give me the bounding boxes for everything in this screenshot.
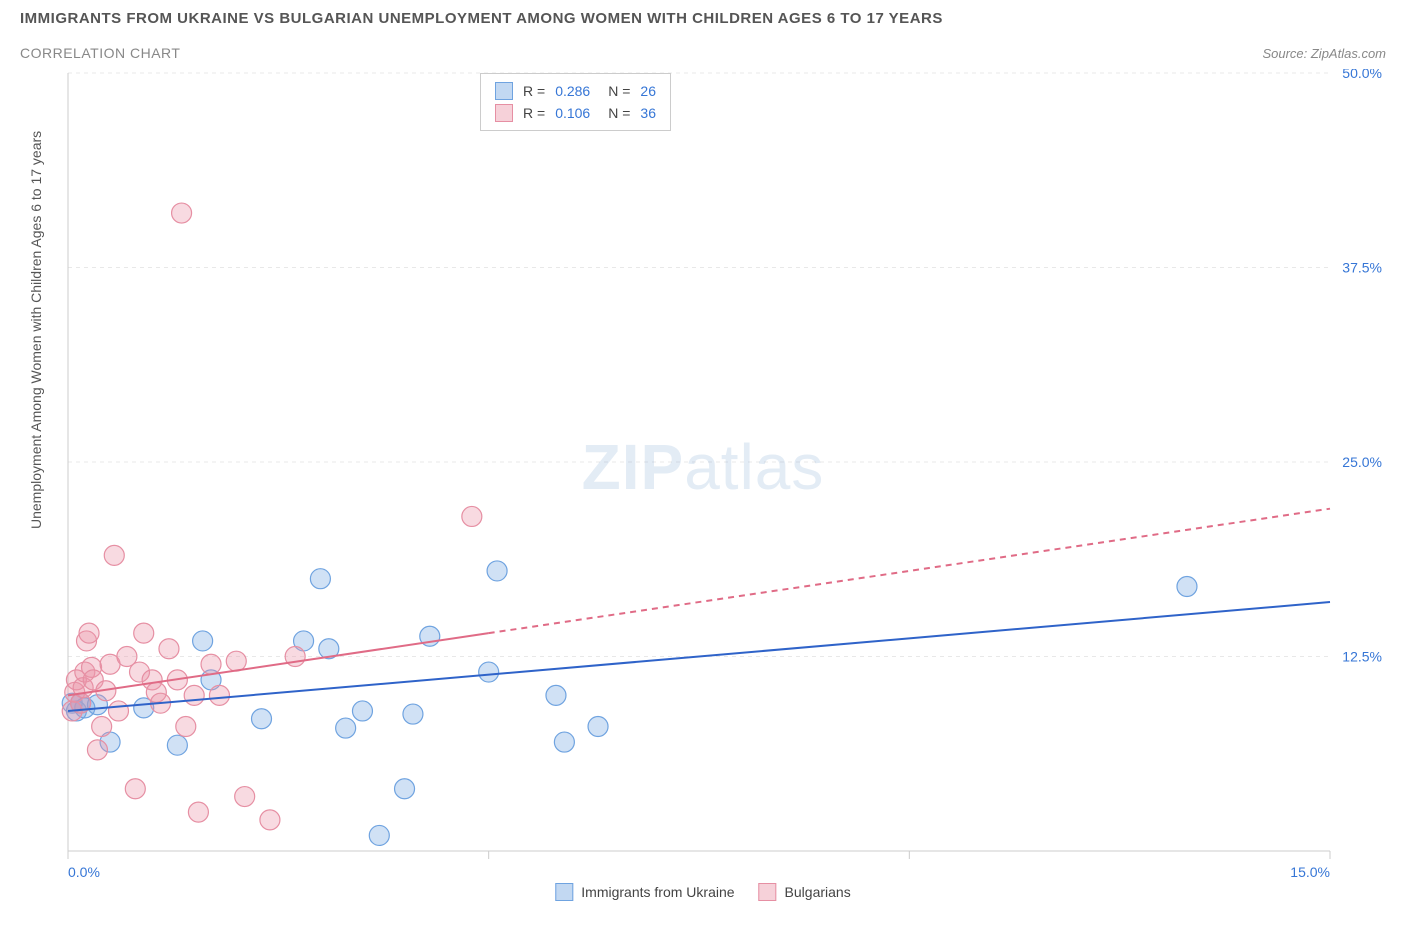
svg-text:0.0%: 0.0% [68, 864, 100, 880]
legend-swatch [495, 82, 513, 100]
data-point [1177, 576, 1197, 596]
subtitle-row: CORRELATION CHART Source: ZipAtlas.com [20, 45, 1386, 61]
data-point [193, 631, 213, 651]
legend-series-item: Bulgarians [759, 883, 851, 901]
data-point [176, 717, 196, 737]
data-point [369, 825, 389, 845]
data-point [92, 717, 112, 737]
chart-subtitle: CORRELATION CHART [20, 45, 180, 61]
data-point [87, 740, 107, 760]
legend-r-value: 0.106 [555, 102, 590, 124]
data-point [260, 810, 280, 830]
legend-r-label: R = [523, 102, 545, 124]
data-point [134, 623, 154, 643]
data-point [252, 709, 272, 729]
legend-r-label: R = [523, 80, 545, 102]
legend-n-value: 26 [640, 80, 656, 102]
legend-swatch [495, 104, 513, 122]
data-point [235, 787, 255, 807]
svg-text:37.5%: 37.5% [1342, 260, 1382, 276]
legend-r-value: 0.286 [555, 80, 590, 102]
data-point [395, 779, 415, 799]
page-title: IMMIGRANTS FROM UKRAINE VS BULGARIAN UNE… [20, 10, 1386, 27]
legend-stat-row: R = 0.106 N = 36 [495, 102, 656, 124]
data-point [209, 685, 229, 705]
svg-text:25.0%: 25.0% [1342, 454, 1382, 470]
legend-stats: R = 0.286 N = 26 R = 0.106 N = 36 [480, 73, 671, 131]
data-point [487, 561, 507, 581]
data-point [167, 735, 187, 755]
data-point [462, 506, 482, 526]
data-point [554, 732, 574, 752]
data-point [159, 639, 179, 659]
data-point [546, 685, 566, 705]
data-point [479, 662, 499, 682]
legend-stat-row: R = 0.286 N = 26 [495, 80, 656, 102]
legend-series-label: Bulgarians [785, 884, 851, 900]
data-point [79, 623, 99, 643]
legend-swatch [555, 883, 573, 901]
data-point [403, 704, 423, 724]
svg-text:50.0%: 50.0% [1342, 69, 1382, 81]
scatter-plot-svg: 12.5% 25.0% 37.5% 50.0% 0.0% 15.0% [20, 69, 1386, 899]
legend-n-label: N = [608, 80, 630, 102]
data-point [310, 569, 330, 589]
legend-series: Immigrants from Ukraine Bulgarians [555, 883, 850, 901]
legend-series-item: Immigrants from Ukraine [555, 883, 734, 901]
legend-swatch [759, 883, 777, 901]
data-point [352, 701, 372, 721]
data-point [201, 654, 221, 674]
data-point [184, 685, 204, 705]
data-point [108, 701, 128, 721]
data-point [172, 203, 192, 223]
trend-line-extrapolated [489, 509, 1330, 633]
data-point [188, 802, 208, 822]
correlation-chart: Unemployment Among Women with Children A… [20, 69, 1386, 899]
source-label: Source: ZipAtlas.com [1262, 46, 1386, 61]
y-axis-title: Unemployment Among Women with Children A… [28, 131, 44, 529]
data-point [125, 779, 145, 799]
legend-series-label: Immigrants from Ukraine [581, 884, 734, 900]
legend-n-value: 36 [640, 102, 656, 124]
legend-n-label: N = [608, 102, 630, 124]
svg-text:12.5%: 12.5% [1342, 649, 1382, 665]
data-point [588, 717, 608, 737]
data-point [336, 718, 356, 738]
data-point [226, 651, 246, 671]
svg-text:15.0%: 15.0% [1290, 864, 1330, 880]
data-point [104, 545, 124, 565]
